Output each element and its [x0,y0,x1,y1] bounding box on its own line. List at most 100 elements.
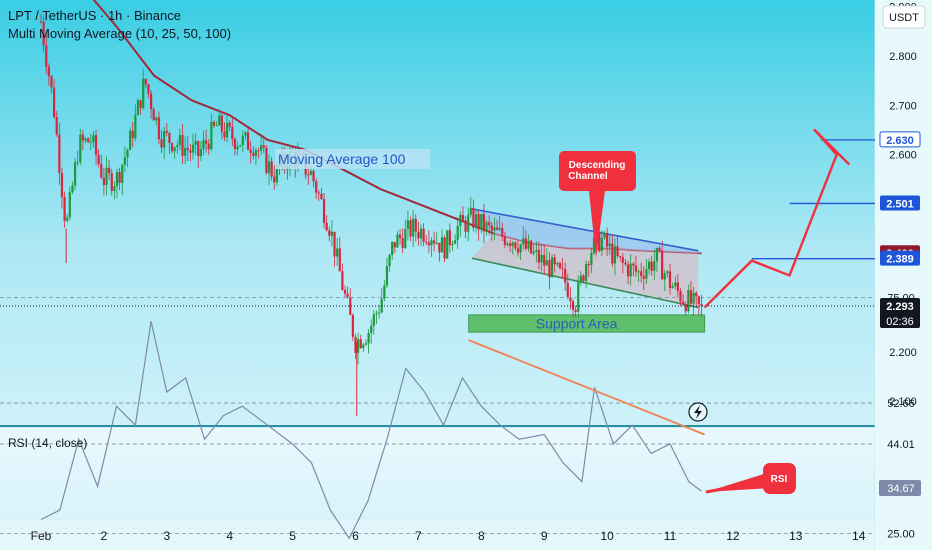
candle[interactable] [697,295,700,315]
candle[interactable] [223,122,226,142]
candle[interactable] [55,111,58,137]
support-area[interactable] [468,314,706,333]
price-label-box[interactable] [879,131,921,148]
candle[interactable] [181,123,184,164]
candle[interactable] [532,243,535,256]
candle[interactable] [548,252,551,290]
rsi-current-label-box[interactable] [879,480,921,496]
rsi-trendline[interactable] [468,339,705,436]
candle[interactable] [176,140,179,154]
candle[interactable] [100,154,103,180]
currency-button[interactable] [882,5,926,29]
candle[interactable] [315,178,318,200]
candle[interactable] [357,332,360,365]
candle[interactable] [267,154,271,185]
candle[interactable] [338,237,341,272]
candle[interactable] [409,216,412,242]
candle[interactable] [611,234,614,267]
candle[interactable] [456,217,459,249]
candle[interactable] [472,199,475,232]
candle[interactable] [168,131,171,154]
candle[interactable] [587,261,590,277]
candle[interactable] [545,248,548,266]
candle[interactable] [205,129,208,153]
candle[interactable] [579,271,582,286]
candle[interactable] [571,298,575,318]
candle[interactable] [60,167,64,209]
candle[interactable] [92,131,95,148]
candle[interactable] [212,119,216,129]
candle[interactable] [359,334,362,350]
candle[interactable] [134,104,137,142]
candle[interactable] [42,16,45,52]
candle[interactable] [102,168,105,196]
candle[interactable] [695,291,698,306]
candle[interactable] [632,262,635,277]
candle[interactable] [249,140,252,164]
candle[interactable] [123,146,126,173]
candle[interactable] [634,255,638,277]
candle[interactable] [380,287,383,314]
candle[interactable] [488,215,491,236]
channel-lower-line[interactable] [471,257,699,309]
price-label-box[interactable] [880,195,920,211]
candle[interactable] [433,231,436,252]
candle[interactable] [210,113,213,152]
candle[interactable] [412,210,415,248]
candle[interactable] [155,116,158,126]
candle[interactable] [246,127,250,151]
candle[interactable] [459,211,462,237]
candle[interactable] [152,107,155,121]
candle[interactable] [606,227,609,257]
projection-arrow[interactable] [703,128,851,309]
candle[interactable] [558,261,562,270]
candle[interactable] [81,129,85,150]
candle[interactable] [700,295,703,317]
candle[interactable] [511,241,514,255]
candle[interactable] [364,339,368,346]
candle[interactable] [535,241,538,263]
candle[interactable] [577,275,580,319]
candle[interactable] [215,121,218,127]
candle[interactable] [129,127,132,151]
rsi-callout-box[interactable] [763,463,796,494]
candle[interactable] [160,129,163,154]
candle[interactable] [105,156,108,196]
candle[interactable] [79,128,82,166]
candle[interactable] [108,159,111,181]
channel-callout-box[interactable] [559,151,636,191]
candle[interactable] [637,269,640,282]
candle[interactable] [191,133,195,160]
candle[interactable] [147,83,150,99]
candle[interactable] [493,217,496,240]
candle[interactable] [385,257,389,288]
candle[interactable] [689,281,693,308]
candle[interactable] [674,276,677,290]
candle[interactable] [115,168,119,199]
candle[interactable] [367,329,370,354]
candle[interactable] [336,237,339,266]
candle[interactable] [398,229,402,245]
candle[interactable] [170,142,174,154]
candle[interactable] [207,139,210,156]
candle[interactable] [186,135,189,162]
candle[interactable] [490,221,493,241]
candle[interactable] [362,342,365,353]
candle[interactable] [71,181,74,195]
candle[interactable] [322,193,326,229]
candle[interactable] [519,243,522,260]
candle[interactable] [262,135,265,153]
candle[interactable] [621,252,624,274]
candle[interactable] [482,203,486,244]
candle[interactable] [616,234,619,259]
candle[interactable] [485,219,488,236]
candle[interactable] [50,75,53,94]
candle[interactable] [509,240,512,252]
candle[interactable] [372,309,375,335]
candle[interactable] [94,129,98,166]
candle[interactable] [97,149,100,168]
candle[interactable] [682,294,685,306]
candle[interactable] [391,241,394,260]
candle[interactable] [273,165,276,190]
